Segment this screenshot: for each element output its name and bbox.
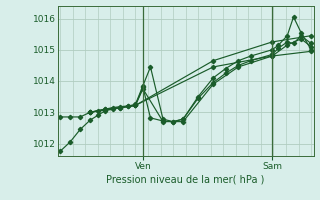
X-axis label: Pression niveau de la mer( hPa ): Pression niveau de la mer( hPa ) bbox=[107, 175, 265, 185]
